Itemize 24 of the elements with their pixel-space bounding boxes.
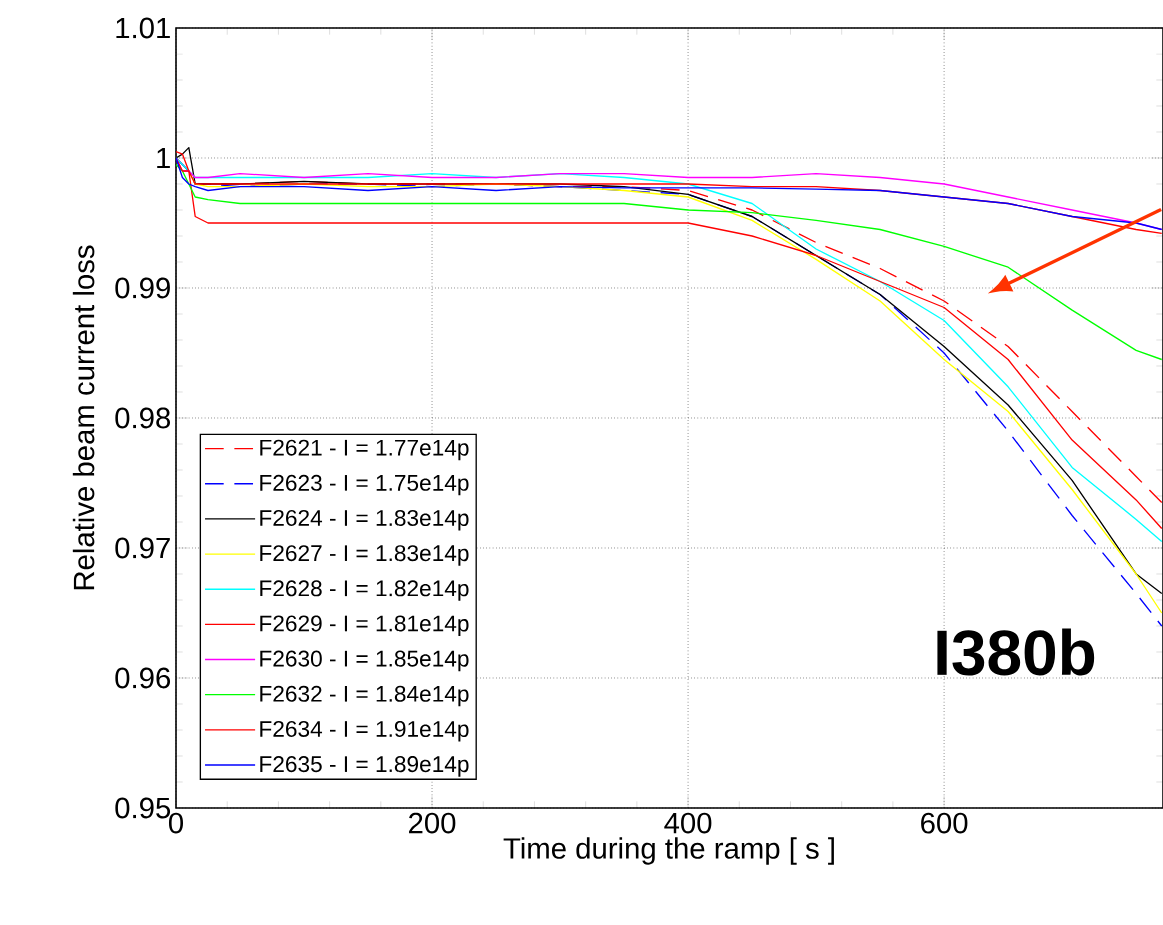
x-tick-label: 0 xyxy=(169,812,184,834)
y-tick-label: 0.99 xyxy=(115,277,170,299)
y-tick-label: 0.97 xyxy=(115,537,170,559)
y-tick-label: 0.98 xyxy=(115,407,171,429)
legend-label: F2621 - I = 1.77e14p xyxy=(260,439,469,461)
legend-label: F2628 - I = 1.82e14p xyxy=(260,580,469,601)
legend-label: F2623 - I = 1.75e14p xyxy=(260,474,469,496)
y-axis-title: Relative beam current loss xyxy=(72,245,95,590)
y-tick-label: 1 xyxy=(157,147,170,169)
legend-label: F2635 - I = 1.89e14p xyxy=(260,756,469,777)
legend-label: F2624 - I = 1.83e14p xyxy=(260,509,469,531)
y-tick-label: 0.95 xyxy=(115,797,171,819)
legend-label: F2634 - I = 1.91e14p xyxy=(260,720,469,742)
legend-label: F2630 - I = 1.85e14p xyxy=(260,650,469,672)
x-tick-label: 600 xyxy=(921,812,968,834)
y-tick-label: 1.01 xyxy=(116,17,170,39)
legend-label: F2627 - I = 1.83e14p xyxy=(260,545,469,566)
annotation: I380b xyxy=(937,628,1095,676)
x-tick-label: 400 xyxy=(664,812,712,834)
x-axis-title: Time during the ramp [ s ] xyxy=(503,837,834,865)
y-tick-label: 0.96 xyxy=(115,667,171,689)
legend-label: F2629 - I = 1.81e14p xyxy=(260,615,469,636)
x-tick-label: 200 xyxy=(409,812,456,834)
legend-label: F2632 - I = 1.84e14p xyxy=(260,685,469,707)
